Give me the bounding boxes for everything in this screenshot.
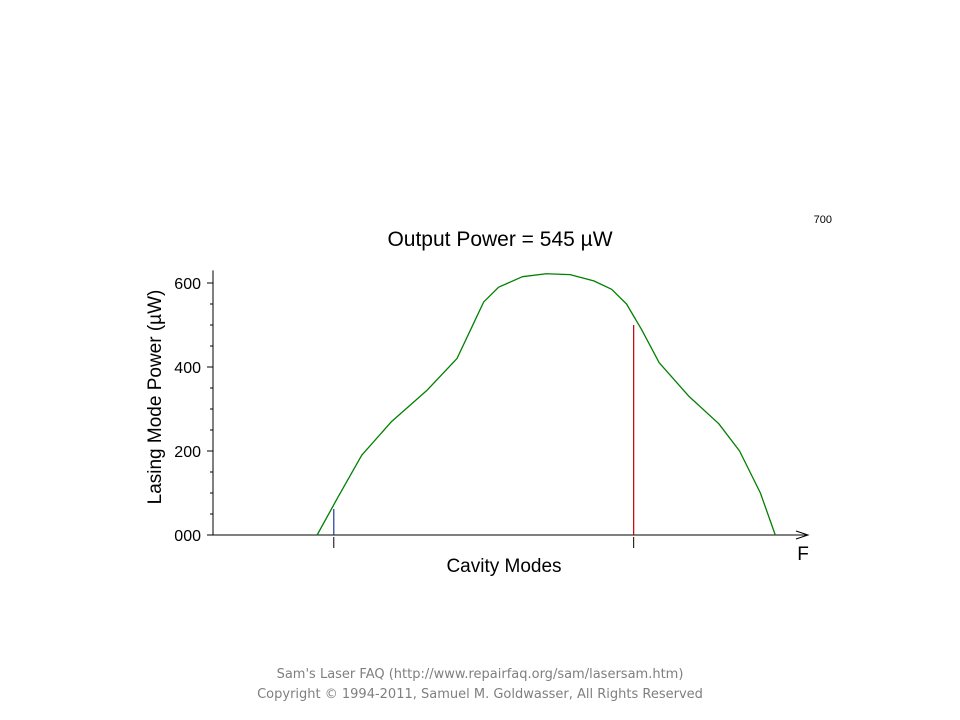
gain-curve-line — [316, 273, 776, 536]
footer-source-line: Sam's Laser FAQ (http://www.repairfaq.or… — [276, 667, 684, 682]
x-axis-label: Cavity Modes — [446, 556, 561, 577]
x-axis-letter: F — [797, 544, 809, 565]
y-tick-label: 400 — [174, 360, 201, 377]
y-tick-label: 200 — [174, 444, 201, 461]
corner-label: 700 — [814, 214, 832, 226]
footer-copyright-line: Copyright © 1994-2011, Samuel M. Goldwas… — [257, 687, 703, 702]
chart-title: Output Power = 545 µW — [387, 228, 612, 251]
x-axis-arrow — [795, 530, 810, 540]
y-axis-label: Lasing Mode Power (µW) — [145, 290, 166, 505]
y-tick-label: 600 — [174, 276, 201, 293]
y-tick-label: 000 — [174, 528, 201, 545]
